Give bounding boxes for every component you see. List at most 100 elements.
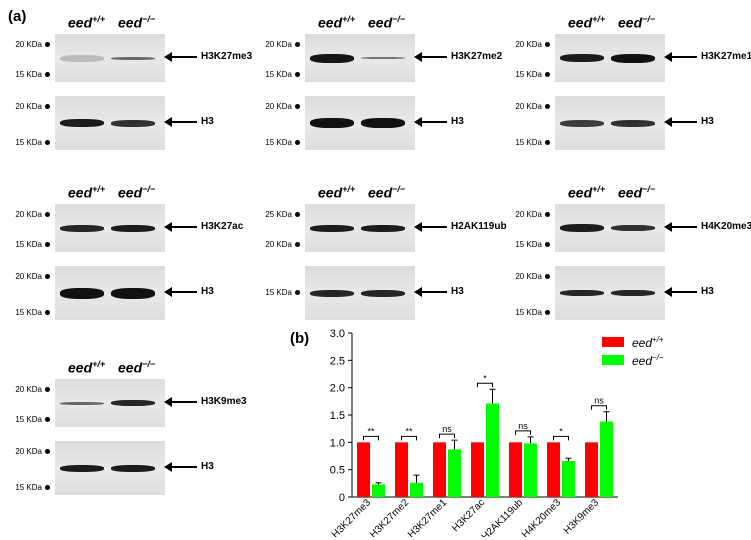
band-arrow: H2AK119ub xyxy=(414,221,507,232)
band-arrow: H3K27ac xyxy=(164,221,244,232)
genotype-wt-label: eed+/+ xyxy=(318,184,356,201)
y-tick-label: 2.0 xyxy=(330,383,345,395)
protein-band xyxy=(361,118,405,128)
bar-wt xyxy=(509,442,522,497)
target-antibody-label: H2AK119ub xyxy=(451,221,507,232)
molecular-weight-marker: 15 KDa xyxy=(4,240,50,249)
genotype-wt-label: eed+/+ xyxy=(568,184,606,201)
category-label: H3K27me3 xyxy=(330,497,373,537)
band-arrow: H3 xyxy=(664,286,714,297)
protein-band xyxy=(60,119,104,127)
category-label: H3K27me1 xyxy=(406,497,449,537)
significance-bracket xyxy=(401,435,417,441)
target-antibody-label: H3K27ac xyxy=(201,221,244,232)
genotype-ko-label: eed−/− xyxy=(368,14,406,31)
molecular-weight-marker: 15 KDa xyxy=(4,138,50,147)
loading-control-label: H3 xyxy=(451,286,464,297)
y-tick-label: 2.5 xyxy=(330,355,345,367)
legend-swatch xyxy=(602,337,624,347)
genotype-ko-label: eed−/− xyxy=(118,14,156,31)
blot-strip-loading xyxy=(555,96,665,150)
blot-strip-target xyxy=(555,34,665,82)
protein-band xyxy=(361,57,405,59)
arrow-left-icon xyxy=(164,116,197,127)
category-label: H2AK119ub xyxy=(480,497,526,537)
y-tick-label: 0.5 xyxy=(330,465,345,477)
blot-strip-loading xyxy=(55,96,165,150)
target-antibody-label: H3K27me2 xyxy=(451,51,503,62)
significance-bracket xyxy=(591,405,607,410)
y-tick-label: 1.0 xyxy=(330,437,345,449)
bar-ko xyxy=(410,482,423,497)
target-antibody-label: H3K27me1 xyxy=(701,51,751,62)
loading-control-label: H3 xyxy=(201,461,214,472)
bar-chart: 00.51.01.52.02.53.0**H3K27me3**H3K27me2n… xyxy=(330,328,664,537)
protein-band xyxy=(310,289,354,297)
blot-strip-target xyxy=(55,379,165,427)
arrow-left-icon xyxy=(164,286,197,297)
arrow-left-icon xyxy=(664,286,697,297)
genotype-ko-label: eed−/− xyxy=(618,14,656,31)
molecular-weight-marker: 20 KDa xyxy=(254,40,300,49)
molecular-weight-marker: 15 KDa xyxy=(4,415,50,424)
arrow-left-icon xyxy=(164,461,197,472)
blot-strip-loading xyxy=(55,441,165,495)
bar-wt xyxy=(471,442,484,497)
genotype-ko-label: eed−/− xyxy=(618,184,656,201)
protein-band xyxy=(60,224,104,232)
category-label: H4K20me3 xyxy=(520,497,563,537)
significance-label: ns xyxy=(594,396,604,406)
band-arrow: H3 xyxy=(164,116,214,127)
protein-band xyxy=(611,53,655,63)
protein-band xyxy=(60,287,104,299)
protein-band xyxy=(111,464,155,472)
bar-ko xyxy=(562,460,575,497)
y-tick-label: 0 xyxy=(339,492,345,504)
bar-wt xyxy=(585,442,598,497)
molecular-weight-marker: 15 KDa xyxy=(254,288,300,297)
molecular-weight-marker: 20 KDa xyxy=(254,102,300,111)
molecular-weight-marker: 15 KDa xyxy=(504,138,550,147)
molecular-weight-marker: 20 KDa xyxy=(504,40,550,49)
arrow-left-icon xyxy=(664,116,697,127)
molecular-weight-marker: 20 KDa xyxy=(504,102,550,111)
protein-band xyxy=(361,224,405,232)
arrow-left-icon xyxy=(414,51,447,62)
molecular-weight-marker: 15 KDa xyxy=(4,483,50,492)
significance-label: * xyxy=(483,373,487,383)
bar-ko xyxy=(524,443,537,497)
band-arrow: H3 xyxy=(164,461,214,472)
panel-a-label: (a) xyxy=(8,8,27,25)
bar-ko xyxy=(372,484,385,497)
target-antibody-label: H3K27me3 xyxy=(201,51,253,62)
blot-strip-target xyxy=(305,204,415,252)
protein-band xyxy=(111,400,155,406)
legend-swatch xyxy=(602,355,624,365)
molecular-weight-marker: 15 KDa xyxy=(504,308,550,317)
molecular-weight-marker: 15 KDa xyxy=(504,70,550,79)
significance-bracket xyxy=(363,435,379,441)
arrow-left-icon xyxy=(414,116,447,127)
bar-wt xyxy=(395,442,408,497)
genotype-wt-label: eed+/+ xyxy=(68,359,106,376)
protein-band xyxy=(111,119,155,127)
protein-band xyxy=(560,290,604,296)
significance-bracket xyxy=(477,382,493,388)
molecular-weight-marker: 15 KDa xyxy=(4,308,50,317)
molecular-weight-marker: 15 KDa xyxy=(254,138,300,147)
y-tick-label: 3.0 xyxy=(330,328,345,340)
blot-strip-target xyxy=(305,34,415,82)
loading-control-label: H3 xyxy=(201,116,214,127)
loading-control-label: H3 xyxy=(701,286,714,297)
blot-strip-target xyxy=(55,204,165,252)
arrow-left-icon xyxy=(164,396,197,407)
significance-bracket xyxy=(515,430,531,435)
molecular-weight-marker: 20 KDa xyxy=(504,272,550,281)
category-label: H3K27ac xyxy=(450,497,487,534)
molecular-weight-marker: 15 KDa xyxy=(4,70,50,79)
significance-label: ** xyxy=(405,426,413,436)
protein-band xyxy=(611,225,655,231)
significance-label: ns xyxy=(518,421,528,431)
molecular-weight-marker: 15 KDa xyxy=(254,70,300,79)
band-arrow: H4K20me3 xyxy=(664,221,751,232)
